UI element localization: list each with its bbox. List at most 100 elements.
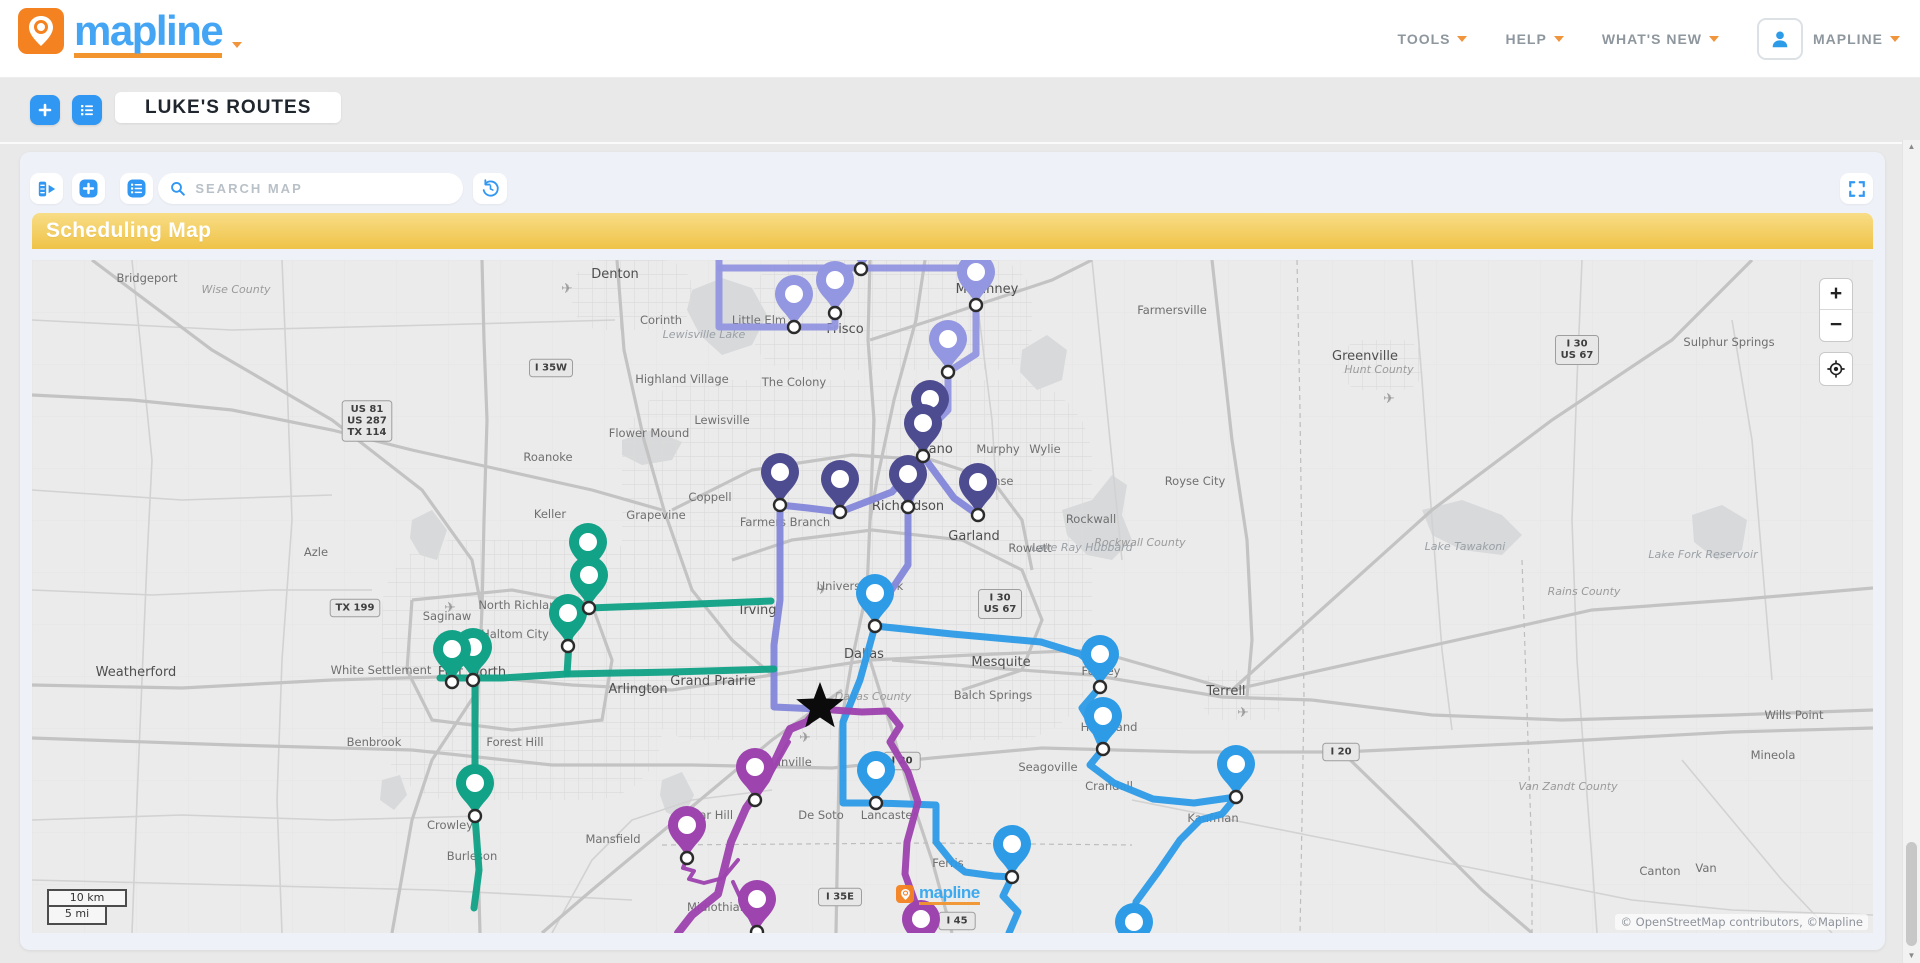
map-pin[interactable] xyxy=(929,320,967,372)
map-pin[interactable] xyxy=(668,806,706,858)
map-label: Benbrook xyxy=(347,735,402,749)
map-pin[interactable] xyxy=(775,275,813,327)
map-pin[interactable] xyxy=(570,556,608,608)
route-stop-marker[interactable] xyxy=(827,305,843,321)
map-label: De Soto xyxy=(798,808,843,822)
route-stop-marker[interactable] xyxy=(747,792,763,808)
highway xyxy=(91,260,484,611)
map-pin[interactable] xyxy=(957,260,995,305)
scroll-up-arrow[interactable]: ▲ xyxy=(1907,142,1916,151)
locate-button[interactable] xyxy=(1819,352,1853,386)
road xyxy=(32,814,483,821)
map-label: Flower Mound xyxy=(609,426,690,440)
toggle-sidebar-button[interactable] xyxy=(30,173,63,204)
map-label: Arlington xyxy=(608,682,667,697)
map-pin[interactable] xyxy=(904,404,942,456)
route-stop-marker[interactable] xyxy=(832,504,848,520)
highway xyxy=(731,528,1044,692)
map-pin[interactable] xyxy=(433,630,471,682)
zoom-out-button[interactable]: − xyxy=(1829,313,1843,336)
route-stop-marker[interactable] xyxy=(940,364,956,380)
route-stop-marker[interactable] xyxy=(1095,741,1111,757)
map-pin[interactable] xyxy=(738,880,776,932)
route-stop-marker[interactable] xyxy=(867,618,883,634)
nav-help[interactable]: HELP xyxy=(1505,31,1564,47)
highway xyxy=(405,588,614,732)
map-label: Rockwall xyxy=(1066,512,1116,526)
map-label: Coppell xyxy=(688,490,731,504)
map-pin[interactable] xyxy=(959,463,997,515)
map-pin[interactable] xyxy=(736,748,774,800)
fullscreen-button[interactable] xyxy=(1840,173,1873,204)
star-marker[interactable] xyxy=(796,682,844,728)
route-stop-marker[interactable] xyxy=(581,600,597,616)
road xyxy=(1131,799,1873,916)
map-pin[interactable] xyxy=(857,751,895,803)
map-pin[interactable] xyxy=(1217,745,1255,797)
map-pin[interactable] xyxy=(761,453,799,505)
map-pin[interactable] xyxy=(902,900,940,933)
map-pin[interactable] xyxy=(821,460,859,512)
map-pin[interactable] xyxy=(889,455,927,507)
route-stop-marker[interactable] xyxy=(915,448,931,464)
route-line xyxy=(681,856,740,885)
route-stop-marker[interactable] xyxy=(968,297,984,313)
route-stop-marker[interactable] xyxy=(772,497,788,513)
layers-list-button[interactable] xyxy=(120,173,153,204)
zoom-in-button[interactable]: + xyxy=(1820,279,1852,310)
map-pin[interactable] xyxy=(816,261,854,313)
map-pin[interactable] xyxy=(549,594,587,646)
map-label: Murphy xyxy=(976,442,1020,456)
route-stop-marker[interactable] xyxy=(786,319,802,335)
route-stop-marker[interactable] xyxy=(749,924,765,933)
route-stop-marker[interactable] xyxy=(853,261,869,277)
history-refresh-icon xyxy=(482,179,499,197)
route-line xyxy=(436,670,571,682)
route-stop-marker[interactable] xyxy=(1228,789,1244,805)
route-stop-marker[interactable] xyxy=(444,674,460,690)
map-list-button[interactable] xyxy=(72,95,102,125)
mapline-logo[interactable]: mapline xyxy=(18,8,243,58)
map-title-bar: Scheduling Map xyxy=(32,213,1873,249)
scroll-down-arrow[interactable]: ▼ xyxy=(1907,951,1916,960)
route-stop-marker[interactable] xyxy=(467,808,483,824)
refresh-button[interactable] xyxy=(473,173,507,204)
page-title[interactable]: LUKE'S ROUTES xyxy=(115,92,342,123)
add-layer-button[interactable] xyxy=(72,173,105,204)
account-menu[interactable]: MAPLINE xyxy=(1757,17,1900,60)
map-pin[interactable] xyxy=(569,523,607,575)
route-stop-marker[interactable] xyxy=(868,795,884,811)
map-pin[interactable] xyxy=(856,574,894,626)
highway xyxy=(891,658,1313,702)
lake xyxy=(1020,335,1067,390)
nav-whats-new[interactable]: WHAT'S NEW xyxy=(1602,31,1719,47)
page-scrollbar[interactable]: ▲ ▼ xyxy=(1902,140,1920,963)
nav-tools[interactable]: TOOLS xyxy=(1398,31,1468,47)
search-input[interactable] xyxy=(193,180,451,197)
chevron-down-icon[interactable] xyxy=(232,42,243,48)
map-pin[interactable] xyxy=(1084,697,1122,749)
map-pin[interactable] xyxy=(456,764,494,816)
map-pin[interactable] xyxy=(993,825,1031,877)
map-pin[interactable] xyxy=(1081,635,1119,687)
route-stop-marker[interactable] xyxy=(560,638,576,654)
map-label: Wylie xyxy=(1029,442,1060,456)
route-line xyxy=(770,501,822,713)
route-stop-marker[interactable] xyxy=(970,507,986,523)
route-stop-marker[interactable] xyxy=(465,672,481,688)
route-line xyxy=(585,597,775,612)
scroll-thumb[interactable] xyxy=(1906,842,1917,946)
route-stop-marker[interactable] xyxy=(1004,869,1020,885)
map-label: Sulphur Springs xyxy=(1683,335,1774,349)
svg-text:TX 114: TX 114 xyxy=(348,427,387,438)
route-stop-marker[interactable] xyxy=(900,499,916,515)
add-map-button[interactable] xyxy=(30,95,60,125)
map-canvas[interactable]: + − 10 km 5 mi mapline © OpenStreetMap c… xyxy=(32,260,1873,933)
map-label: Terrell xyxy=(1205,684,1245,699)
svg-text:I 35W: I 35W xyxy=(535,362,567,373)
road xyxy=(131,260,153,933)
map-pin[interactable] xyxy=(1115,903,1153,933)
route-stop-marker[interactable] xyxy=(679,850,695,866)
route-stop-marker[interactable] xyxy=(1092,679,1108,695)
